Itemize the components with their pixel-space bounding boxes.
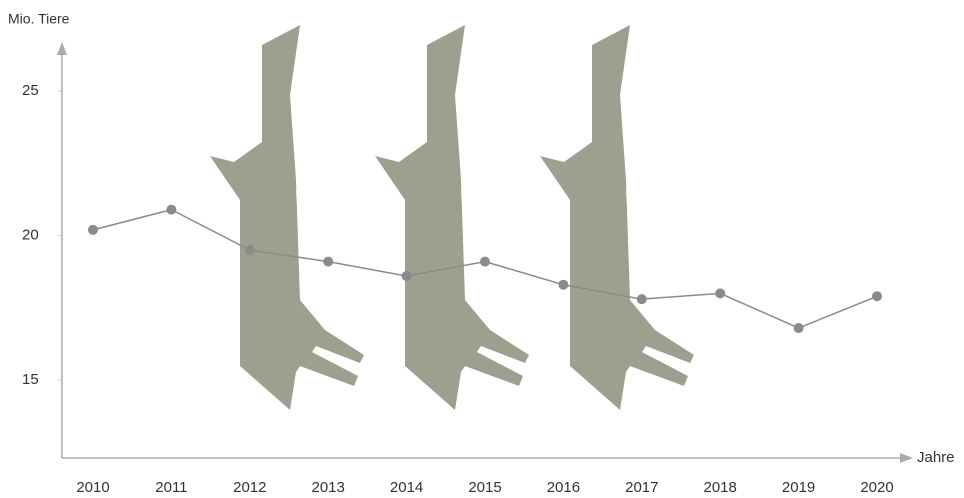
x-tick-label: 2019 (782, 479, 815, 496)
x-tick-label: 2011 (155, 479, 187, 496)
page: {"chart_data": {"type": "line", "y_label… (0, 0, 964, 498)
pig-illustration (375, 25, 529, 410)
data-point (558, 280, 568, 290)
x-tick-label: 2020 (860, 479, 893, 496)
pig-illustration (540, 25, 694, 410)
data-point (794, 323, 804, 333)
data-point (88, 225, 98, 235)
data-point (166, 205, 176, 215)
x-tick-label: 2018 (704, 479, 737, 496)
x-tick-label: 2012 (233, 479, 266, 496)
chart: Mio. Tiere Jahre 15 20 25 2010 2011 2012 2013 2… (0, 0, 964, 498)
x-axis-label: Jahre (917, 449, 955, 466)
x-tick-label: 2013 (312, 479, 345, 496)
data-point (480, 257, 490, 267)
data-point (872, 291, 882, 301)
data-point (402, 271, 412, 281)
y-tick-label: 25 (22, 82, 39, 99)
y-axis-label: Mio. Tiere (8, 11, 70, 27)
data-point (323, 257, 333, 267)
data-point (245, 245, 255, 255)
x-tick-label: 2014 (390, 479, 423, 496)
pig-illustration (210, 25, 364, 410)
y-axis-arrow (57, 42, 67, 55)
y-tick-label: 15 (22, 371, 39, 388)
y-tick-label: 20 (22, 227, 39, 244)
data-point (715, 288, 725, 298)
x-tick-label: 2015 (468, 479, 501, 496)
x-tick-label: 2016 (547, 479, 580, 496)
data-point (637, 294, 647, 304)
x-tick-label: 2017 (625, 479, 658, 496)
x-axis-arrow (900, 453, 913, 463)
data-line (93, 210, 877, 328)
x-tick-label: 2010 (76, 479, 109, 496)
